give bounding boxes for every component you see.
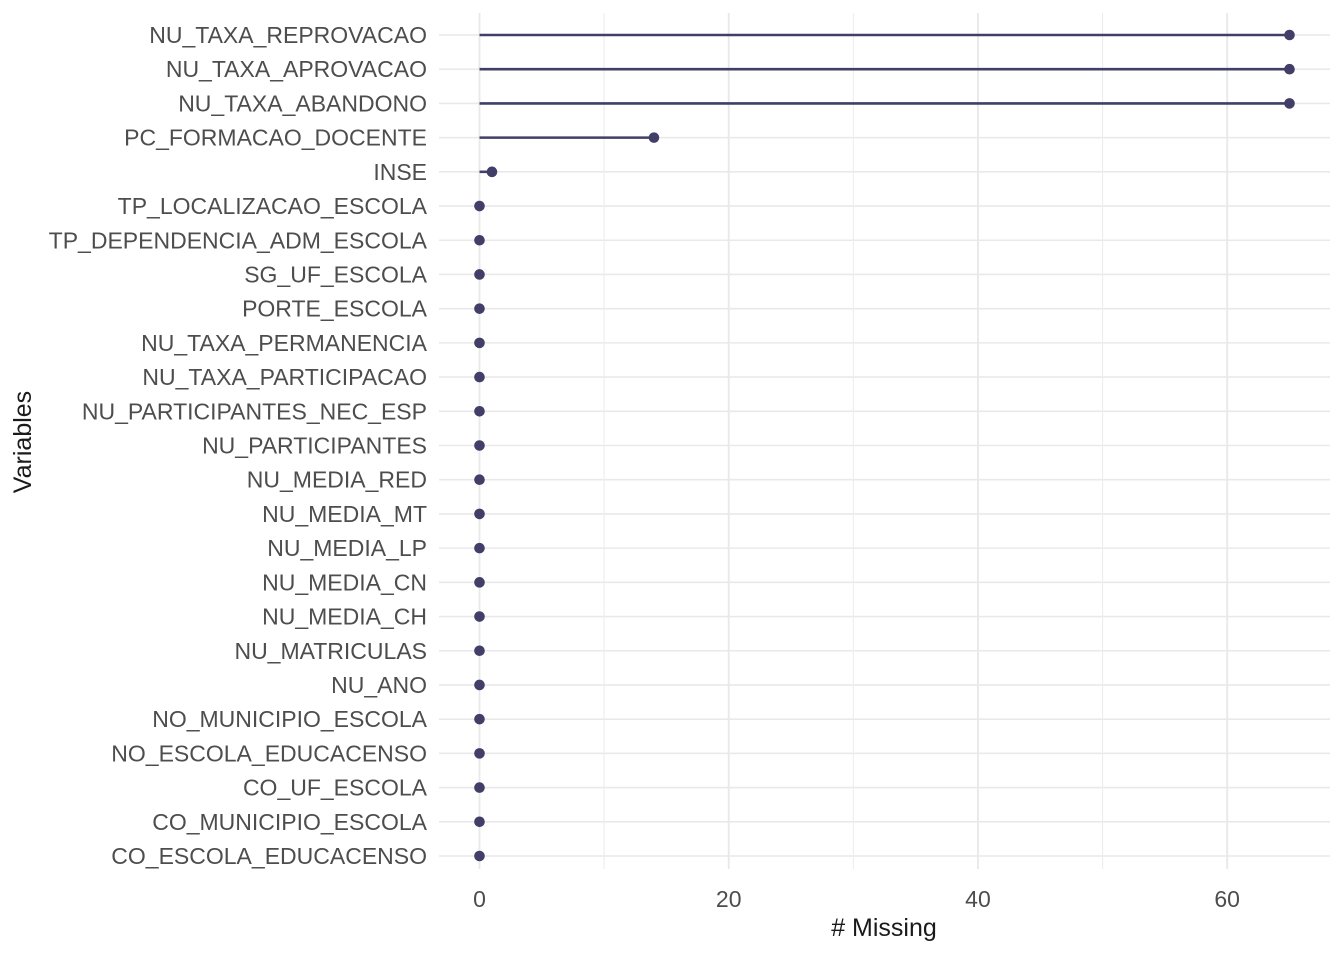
y-axis-label: NU_MEDIA_RED bbox=[247, 467, 427, 493]
y-axis-label: NU_TAXA_ABANDONO bbox=[178, 90, 427, 116]
y-axis-label: NU_ANO bbox=[331, 672, 427, 698]
lollipop-row bbox=[474, 474, 485, 486]
y-axis-label: NU_MEDIA_MT bbox=[262, 501, 427, 527]
y-axis-label: TP_DEPENDENCIA_ADM_ESCOLA bbox=[49, 227, 428, 253]
lollipop-dot bbox=[474, 850, 485, 862]
y-axis-label: CO_ESCOLA_EDUCACENSO bbox=[111, 843, 427, 869]
y-axis-label: NO_MUNICIPIO_ESCOLA bbox=[152, 706, 427, 732]
y-axis-label: SG_UF_ESCOLA bbox=[244, 261, 427, 287]
x-axis-title: # Missing bbox=[831, 914, 937, 942]
lollipop-row bbox=[474, 371, 485, 383]
lollipop-dot bbox=[474, 474, 485, 486]
x-axis-tick-label: 60 bbox=[1214, 886, 1240, 912]
y-axis-label: INSE bbox=[373, 159, 427, 185]
lollipop-dot bbox=[474, 371, 485, 383]
lollipop-dot bbox=[474, 611, 485, 622]
lollipop-dot bbox=[474, 542, 485, 554]
y-axis-label: NU_TAXA_REPROVACAO bbox=[149, 22, 427, 48]
lollipop-row bbox=[474, 816, 485, 828]
lollipop-dot bbox=[1284, 63, 1295, 75]
y-axis-label: NU_MEDIA_CN bbox=[262, 569, 427, 595]
lollipop-dot bbox=[474, 303, 485, 314]
y-axis-label: NU_TAXA_PARTICIPACAO bbox=[142, 364, 427, 390]
lollipop-row bbox=[474, 542, 485, 554]
y-axis-label: NU_TAXA_PERMANENCIA bbox=[141, 330, 428, 356]
lollipop-dot bbox=[474, 508, 485, 520]
lollipop-row bbox=[479, 63, 1295, 75]
lollipop-row bbox=[474, 200, 485, 212]
lollipop-dot bbox=[474, 816, 485, 828]
lollipop-row bbox=[479, 132, 660, 143]
lollipop-row bbox=[474, 440, 485, 451]
x-axis-tick-label: 0 bbox=[473, 886, 486, 912]
lollipop-dot bbox=[474, 440, 485, 451]
y-axis-labels: NU_TAXA_REPROVACAO NU_TAXA_APROVACAO NU_TA… bbox=[49, 22, 428, 869]
lollipop-row bbox=[474, 850, 485, 862]
y-axis-title: Variables bbox=[9, 391, 37, 493]
lollipop-dot bbox=[474, 577, 485, 588]
y-axis-label: NU_PARTICIPANTES_NEC_ESP bbox=[82, 398, 427, 424]
lollipop-dot bbox=[474, 782, 485, 793]
x-axis-tick-label: 20 bbox=[716, 886, 742, 912]
lollipop-row bbox=[474, 782, 485, 793]
lollipop-dot bbox=[474, 269, 485, 280]
y-axis-label: CO_MUNICIPIO_ESCOLA bbox=[152, 809, 427, 835]
y-axis-label: PORTE_ESCOLA bbox=[242, 296, 428, 322]
x-axis-tick-labels: 0 20 40 60 bbox=[473, 886, 1240, 912]
y-axis-label: NU_MATRICULAS bbox=[234, 638, 427, 664]
lollipop-row bbox=[474, 234, 485, 246]
lollipop-row bbox=[474, 269, 485, 280]
lollipop-dot bbox=[474, 679, 485, 691]
lollipop-dot bbox=[474, 748, 485, 759]
lollipop-dot bbox=[474, 645, 485, 657]
lollipop-row bbox=[474, 337, 485, 349]
lollipop-row bbox=[479, 166, 498, 178]
lollipop-dot bbox=[486, 166, 498, 178]
y-axis-label: NU_TAXA_APROVACAO bbox=[166, 56, 427, 82]
y-axis-label: PC_FORMACAO_DOCENTE bbox=[124, 125, 427, 151]
lollipop-row bbox=[474, 405, 485, 417]
lollipop-dot bbox=[474, 405, 485, 417]
lollipop-dot bbox=[474, 200, 485, 212]
y-axis-label: TP_LOCALIZACAO_ESCOLA bbox=[118, 193, 428, 219]
lollipop-row bbox=[479, 98, 1295, 109]
lollipop-row bbox=[474, 508, 485, 520]
lollipop-row bbox=[474, 713, 485, 725]
y-axis-label: CO_UF_ESCOLA bbox=[243, 775, 428, 801]
vertical-minor-gridlines bbox=[603, 13, 1104, 869]
lollipop-dot bbox=[474, 234, 485, 246]
lollipop-dot bbox=[1284, 29, 1295, 41]
lollipop-dot bbox=[648, 132, 660, 143]
lollipop-row bbox=[479, 29, 1295, 41]
y-axis-label: NO_ESCOLA_EDUCACENSO bbox=[111, 740, 427, 766]
lollipop-row bbox=[474, 748, 485, 759]
lollipop-row bbox=[474, 611, 485, 622]
lollipop-dot bbox=[474, 337, 485, 349]
lollipop-row bbox=[474, 303, 485, 314]
lollipop-series bbox=[474, 29, 1295, 862]
y-axis-label: NU_PARTICIPANTES bbox=[202, 433, 427, 459]
lollipop-dot bbox=[1284, 98, 1295, 109]
lollipop-row bbox=[474, 679, 485, 691]
y-axis-label: NU_MEDIA_LP bbox=[267, 535, 427, 561]
y-axis-label: NU_MEDIA_CH bbox=[262, 604, 427, 630]
lollipop-row bbox=[474, 645, 485, 657]
lollipop-dot bbox=[474, 713, 485, 725]
lollipop-row bbox=[474, 577, 485, 588]
x-axis-tick-label: 40 bbox=[965, 886, 991, 912]
